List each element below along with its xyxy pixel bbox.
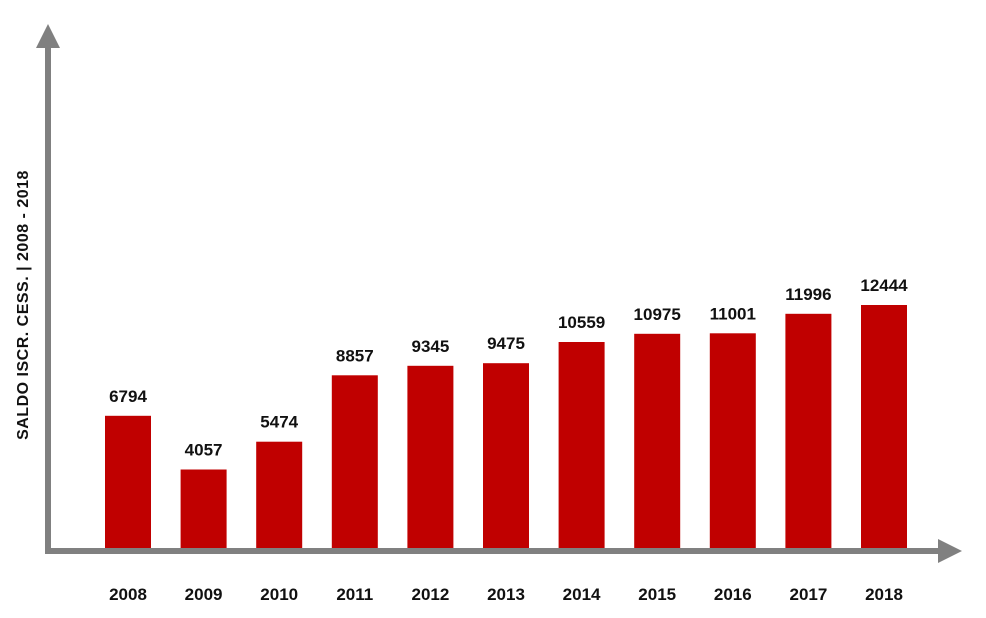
value-label-2018: 12444 bbox=[860, 276, 908, 295]
x-axis-arrow-icon bbox=[938, 539, 962, 563]
value-label-2009: 4057 bbox=[185, 441, 223, 460]
x-tick-label-2009: 2009 bbox=[185, 585, 223, 604]
bar-2016 bbox=[709, 333, 756, 549]
bars-group bbox=[105, 305, 907, 549]
x-tick-label-2010: 2010 bbox=[260, 585, 298, 604]
x-tick-label-2016: 2016 bbox=[714, 585, 752, 604]
x-tick-label-2015: 2015 bbox=[638, 585, 676, 604]
value-label-2017: 11996 bbox=[785, 285, 831, 304]
bar-2013 bbox=[483, 363, 529, 549]
value-labels-group: 6794 4057 5474 8857 9345 9475 10559 10975 11001 1… bbox=[109, 276, 908, 460]
bar-2010 bbox=[256, 441, 303, 549]
value-label-2012: 9345 bbox=[411, 337, 449, 356]
value-label-2015: 10975 bbox=[634, 305, 681, 324]
value-label-2011: 8857 bbox=[336, 346, 374, 365]
value-label-2010: 5474 bbox=[260, 413, 298, 432]
y-axis-arrow-icon bbox=[36, 24, 60, 48]
bar-2018 bbox=[861, 305, 907, 549]
y-axis-title: SALDO ISCR. CESS. | 2008 - 2018 bbox=[15, 170, 32, 440]
value-label-2013: 9475 bbox=[487, 334, 525, 353]
x-tick-labels-group: 2008 2009 2010 2011 2012 2013 2014 2015 2016 2017… bbox=[109, 585, 903, 604]
x-tick-label-2018: 2018 bbox=[865, 585, 903, 604]
bar-2014 bbox=[558, 342, 605, 549]
x-tick-label-2017: 2017 bbox=[789, 585, 827, 604]
value-label-2008: 6794 bbox=[109, 387, 147, 406]
bar-2011 bbox=[331, 375, 378, 549]
x-tick-label-2012: 2012 bbox=[411, 585, 449, 604]
x-tick-label-2011: 2011 bbox=[336, 585, 373, 604]
x-tick-label-2008: 2008 bbox=[109, 585, 147, 604]
value-label-2014: 10559 bbox=[558, 313, 605, 332]
value-label-2016: 11001 bbox=[710, 304, 756, 323]
bar-2012 bbox=[407, 365, 454, 549]
x-tick-label-2014: 2014 bbox=[563, 585, 601, 604]
bar-2017 bbox=[785, 313, 832, 549]
bar-2015 bbox=[634, 333, 681, 549]
bar-2009 bbox=[180, 469, 227, 549]
axes-group bbox=[36, 24, 962, 563]
bar-2008 bbox=[105, 415, 151, 549]
x-tick-label-2013: 2013 bbox=[487, 585, 525, 604]
